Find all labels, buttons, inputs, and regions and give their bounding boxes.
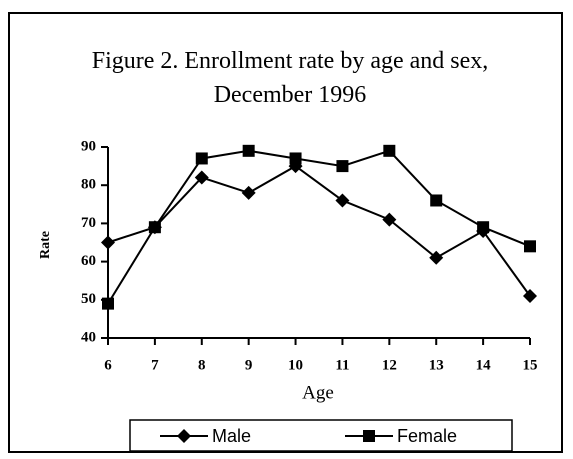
chart-title: Figure 2. Enrollment rate by age and sex… bbox=[91, 48, 489, 108]
marker bbox=[477, 221, 490, 234]
x-tick-label: 11 bbox=[335, 357, 349, 373]
y-tick-label: 60 bbox=[81, 253, 96, 269]
y-tick-label: 80 bbox=[81, 177, 96, 193]
marker bbox=[242, 144, 255, 157]
x-tick-label: 6 bbox=[104, 357, 112, 373]
marker bbox=[336, 160, 349, 173]
marker bbox=[102, 297, 114, 310]
y-tick-label: 40 bbox=[81, 329, 96, 345]
y-axis-label: Rate bbox=[38, 231, 53, 259]
marker bbox=[430, 194, 443, 207]
x-tick-label: 13 bbox=[429, 357, 444, 373]
legend-marker bbox=[177, 429, 191, 443]
x-tick-label: 15 bbox=[523, 357, 538, 373]
marker bbox=[289, 152, 302, 165]
x-tick-label: 10 bbox=[288, 357, 303, 373]
marker bbox=[429, 250, 444, 265]
x-tick-label: 12 bbox=[382, 357, 397, 373]
marker bbox=[195, 152, 208, 165]
legend-label: Male bbox=[212, 426, 251, 446]
y-tick-label: 50 bbox=[81, 291, 96, 307]
marker bbox=[148, 221, 161, 234]
x-tick-label: 8 bbox=[198, 357, 206, 373]
legend-label: Female bbox=[397, 426, 457, 446]
x-tick-label: 14 bbox=[476, 357, 492, 373]
marker bbox=[383, 144, 396, 157]
marker bbox=[382, 212, 397, 227]
x-axis-label: Age bbox=[302, 382, 334, 403]
y-tick-label: 90 bbox=[81, 138, 96, 154]
x-tick-label: 7 bbox=[151, 357, 159, 373]
marker bbox=[335, 193, 350, 208]
chart-frame bbox=[8, 12, 563, 453]
marker bbox=[241, 185, 256, 200]
series-line bbox=[107, 164, 531, 297]
marker bbox=[524, 240, 536, 253]
legend-marker bbox=[363, 430, 375, 442]
series-line bbox=[107, 149, 531, 305]
marker bbox=[101, 235, 115, 250]
y-tick-label: 70 bbox=[81, 215, 96, 231]
legend-box bbox=[129, 419, 513, 452]
x-tick-label: 9 bbox=[245, 357, 253, 373]
marker bbox=[194, 170, 209, 185]
marker bbox=[523, 288, 537, 303]
